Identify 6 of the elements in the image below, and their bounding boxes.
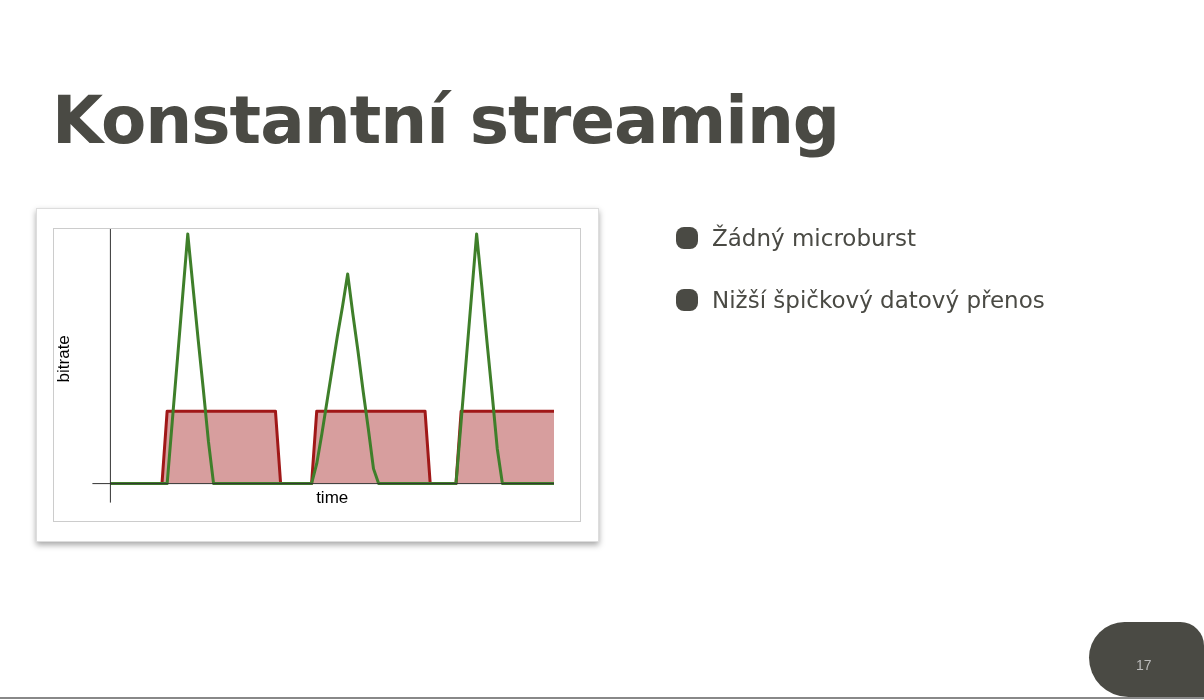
x-axis-title: time (316, 488, 349, 508)
text: Žádný microburst (712, 225, 917, 251)
chart-title: Konstantní streaming (52, 82, 840, 159)
text: Nižší špičkový datový přenos (712, 287, 1045, 313)
y-axis-title: bitrate (53, 335, 73, 383)
text: 17 (1136, 657, 1152, 673)
